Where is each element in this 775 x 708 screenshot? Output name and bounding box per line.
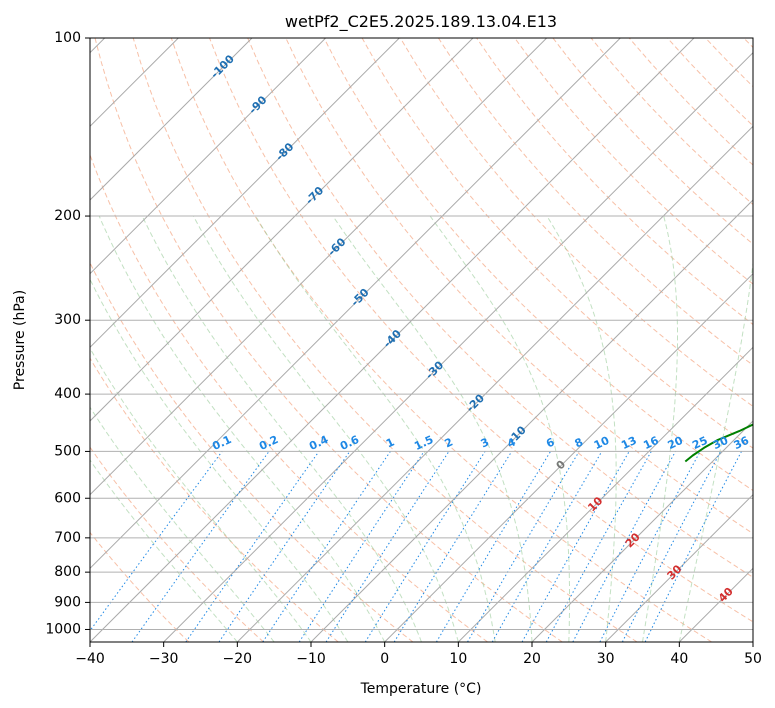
dry-adiabat-line	[90, 153, 488, 642]
x-tick-label: 50	[744, 651, 762, 667]
chart-title: wetPf2_C2E5.2025.189.13.04.E13	[285, 12, 557, 32]
mixing-ratio-label: 30	[711, 434, 731, 452]
isotherm-line	[531, 420, 753, 642]
mixing-ratio-label: 36	[732, 434, 752, 452]
isotherm-line	[605, 493, 753, 642]
background-lines	[90, 38, 753, 642]
dry-adiabat-line	[170, 38, 712, 642]
plot-frame	[89, 37, 754, 643]
y-tick-label: 100	[54, 30, 81, 46]
isotherm-line	[90, 38, 621, 570]
moist-adiabat-line	[546, 215, 617, 642]
isotherm-line	[90, 38, 327, 275]
x-tick-label: 20	[523, 651, 541, 667]
x-tick-label: −30	[149, 651, 179, 667]
moist-adiabat-line	[678, 259, 753, 642]
mixing-ratio-label: 10	[592, 434, 612, 452]
isotherm-line	[90, 38, 548, 496]
mixing-ratio-line	[185, 451, 320, 642]
y-tick-label: 800	[54, 564, 81, 580]
x-axis: −40 −30 −20 −10 0 10 20 30 40 50	[75, 642, 762, 667]
isotherm-line	[90, 38, 474, 422]
x-tick-label: 40	[670, 651, 688, 667]
mixing-ratio-label: 25	[690, 434, 709, 452]
mixing-ratio-line	[572, 451, 676, 642]
dry-adiabat-line	[209, 38, 753, 623]
moist-adiabat-line	[255, 215, 496, 642]
mixing-ratio-line	[298, 451, 425, 642]
moist-adiabat-line	[90, 459, 238, 642]
mixing-ratio-line	[90, 451, 223, 632]
isotherm-line	[310, 199, 753, 642]
dry-adiabat-line	[90, 357, 339, 642]
dry-adiabat-line	[437, 38, 753, 366]
x-tick-label: −20	[223, 651, 253, 667]
x-tick-label: −10	[296, 651, 326, 667]
y-tick-label: 300	[54, 312, 81, 328]
isotherm-line	[236, 125, 753, 642]
mixing-ratio-label: 20	[666, 434, 686, 452]
isotherm-line	[90, 38, 400, 349]
moist-adiabat-line	[141, 215, 422, 642]
mixing-ratio-line	[545, 451, 652, 642]
y-tick-label: 1000	[45, 621, 81, 637]
mixing-ratio-line	[644, 451, 742, 642]
mixing-ratio-line	[621, 451, 722, 642]
dry-adiabat-line	[90, 531, 190, 642]
dry-adiabat-line	[323, 38, 753, 492]
isotherm-line	[457, 346, 753, 642]
x-axis-label: Temperature (°C)	[360, 681, 482, 697]
y-tick-label: 700	[54, 530, 81, 546]
dry-adiabat-line	[132, 38, 638, 642]
dry-adiabat-line	[399, 38, 753, 408]
dry-adiabat-line	[247, 38, 753, 578]
dry-adiabat-line	[94, 38, 563, 642]
isotherm-line	[163, 51, 753, 642]
x-tick-label: −40	[75, 651, 105, 667]
mixing-ratio-label: 13	[619, 434, 638, 452]
isotherm-line	[90, 38, 253, 201]
moist-adiabat-line	[642, 215, 678, 642]
y-axis-label: Pressure (hPa)	[12, 290, 28, 390]
mixing-ratio-line	[521, 451, 630, 642]
y-axis: 1000 900 800 700 600 500 400 300 200 100	[45, 30, 90, 637]
y-tick-label: 600	[54, 490, 81, 506]
mixing-ratio-line	[131, 451, 270, 642]
isotherm-line	[90, 38, 695, 642]
x-tick-label: 0	[380, 651, 389, 667]
dry-adiabat-line	[514, 38, 753, 285]
dry-adiabat-line	[90, 446, 264, 642]
isotherm-line	[384, 272, 753, 642]
y-tick-label: 200	[54, 208, 81, 224]
mixing-ratio-line	[393, 451, 513, 642]
x-tick-label: 10	[449, 651, 467, 667]
y-tick-label: 500	[54, 443, 81, 459]
moist-adiabat-line	[90, 347, 312, 642]
moist-adiabat-line	[98, 215, 386, 642]
y-tick-label: 900	[54, 594, 81, 610]
mixing-ratio-line	[262, 451, 391, 642]
y-tick-label: 400	[54, 386, 81, 402]
moist-adiabat-line	[192, 215, 459, 642]
mixing-ratio-line	[218, 451, 351, 642]
x-tick-label: 30	[597, 651, 615, 667]
mixing-ratio-line	[325, 451, 450, 642]
mixing-ratio-label: 16	[641, 434, 661, 452]
